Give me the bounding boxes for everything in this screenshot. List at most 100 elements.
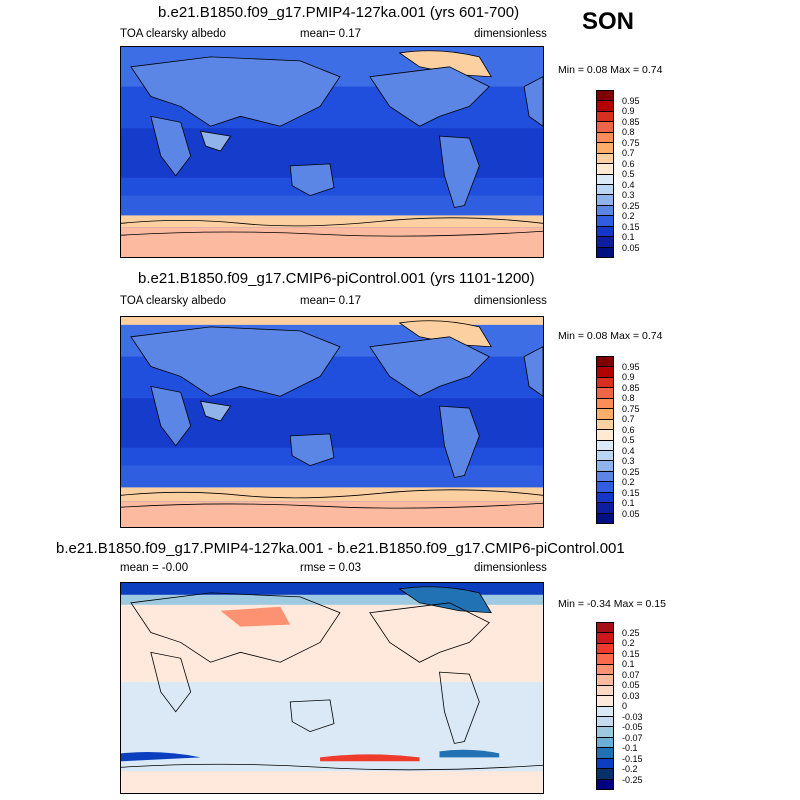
colorbar-swatch bbox=[597, 419, 613, 431]
colorbar-swatch bbox=[597, 409, 613, 420]
panel-3-rmse-label: rmse = 0.03 bbox=[300, 562, 362, 574]
colorbar-tick-label: 0.1 bbox=[622, 659, 635, 669]
colorbar-swatch bbox=[597, 643, 613, 655]
colorbar-swatch bbox=[597, 122, 613, 133]
colorbar-tick-label: 0.25 bbox=[622, 466, 640, 477]
colorbar-tick-label: -0.25 bbox=[622, 774, 643, 785]
colorbar-tick-label: -0.07 bbox=[622, 732, 643, 743]
panel-2-mean-label: mean= 0.17 bbox=[300, 295, 362, 307]
colorbar-swatch bbox=[597, 164, 613, 175]
colorbar-swatch bbox=[597, 174, 613, 185]
colorbar-tick-label: 0.05 bbox=[622, 680, 640, 690]
colorbar-swatch bbox=[597, 482, 613, 493]
panel-3-units-label: dimensionless bbox=[474, 562, 547, 574]
colorbar-tick-label: 0.4 bbox=[622, 179, 635, 190]
colorbar-swatch bbox=[597, 758, 613, 770]
colorbar-swatch bbox=[597, 664, 613, 676]
colorbar-swatch bbox=[597, 727, 613, 738]
colorbar-swatch bbox=[597, 461, 613, 472]
colorbar-swatch bbox=[597, 737, 613, 749]
colorbar-tick-label: 0.2 bbox=[622, 477, 635, 487]
colorbar-swatch bbox=[597, 195, 613, 206]
panel-2-units-label: dimensionless bbox=[474, 295, 547, 307]
panel-1-variable-label: TOA clearsky albedo bbox=[120, 28, 226, 40]
colorbar-tick-label: 0.3 bbox=[622, 456, 635, 466]
colorbar-tick-label: 0.8 bbox=[622, 393, 635, 403]
colorbar-tick-label: 0.05 bbox=[622, 508, 640, 519]
colorbar-swatch bbox=[597, 779, 613, 789]
colorbar-tick-label: -0.2 bbox=[622, 764, 638, 774]
colorbar-swatch bbox=[597, 226, 613, 238]
colorbar-tick-label: 0.85 bbox=[622, 382, 640, 393]
colorbar-tick-label: 0.7 bbox=[622, 148, 635, 158]
colorbar-swatch bbox=[597, 675, 613, 686]
colorbar-swatch bbox=[597, 440, 613, 451]
colorbar-tick-label: 0.15 bbox=[622, 487, 640, 498]
colorbar-tick-label: 0 bbox=[622, 701, 628, 711]
colorbar-swatch bbox=[597, 430, 613, 441]
panel-2-title: b.e21.B1850.f09_g17.CMIP6-piControl.001 … bbox=[138, 270, 535, 287]
colorbar-tick-label: 0.07 bbox=[622, 669, 640, 680]
panel-2-variable-label: TOA clearsky albedo bbox=[120, 295, 226, 307]
panel-1-map bbox=[120, 46, 544, 258]
panel-1-units-label: dimensionless bbox=[474, 28, 547, 40]
colorbar-tick-label: 0.5 bbox=[622, 169, 635, 179]
colorbar-swatch bbox=[597, 492, 613, 504]
colorbar-tick-label: 0.95 bbox=[622, 95, 640, 106]
panel-1-title: b.e21.B1850.f09_g17.PMIP4-127ka.001 (yrs… bbox=[158, 4, 520, 21]
colorbar-swatch bbox=[597, 513, 613, 523]
colorbar-swatch bbox=[597, 357, 613, 368]
panel-1-mean-label: mean= 0.17 bbox=[300, 28, 362, 40]
colorbar-tick-label: -0.03 bbox=[622, 711, 643, 722]
colorbar-swatch bbox=[597, 471, 613, 483]
colorbar-swatch bbox=[597, 205, 613, 217]
colorbar-tick-label: 0.6 bbox=[622, 158, 635, 169]
colorbar-tick-label: 0.1 bbox=[622, 232, 635, 242]
panel-1-minmax: Min = 0.08 Max = 0.74 bbox=[558, 64, 663, 76]
colorbar-tick-label: 0.1 bbox=[622, 498, 635, 508]
colorbar-swatch bbox=[597, 716, 613, 728]
panel-3-colorbar bbox=[596, 622, 614, 790]
colorbar-tick-label: 0.8 bbox=[622, 127, 635, 137]
panel-3-minmax: Min = -0.34 Max = 0.15 bbox=[558, 598, 666, 610]
colorbar-swatch bbox=[597, 450, 613, 462]
colorbar-tick-label: 0.95 bbox=[622, 361, 640, 372]
colorbar-swatch bbox=[597, 153, 613, 165]
colorbar-swatch bbox=[597, 503, 613, 514]
colorbar-swatch bbox=[597, 101, 613, 112]
colorbar-tick-label: 0.7 bbox=[622, 414, 635, 424]
colorbar-tick-label: 0.2 bbox=[622, 211, 635, 221]
colorbar-tick-label: 0.85 bbox=[622, 116, 640, 127]
colorbar-swatch bbox=[597, 654, 613, 665]
colorbar-tick-label: 0.6 bbox=[622, 424, 635, 435]
panel-2-map bbox=[120, 316, 544, 528]
colorbar-swatch bbox=[597, 143, 613, 154]
colorbar-swatch bbox=[597, 367, 613, 378]
panel-3-map bbox=[120, 582, 544, 794]
colorbar-swatch bbox=[597, 237, 613, 248]
colorbar-tick-label: 0.25 bbox=[622, 627, 640, 638]
season-label: SON bbox=[582, 8, 635, 35]
panel-2-minmax: Min = 0.08 Max = 0.74 bbox=[558, 330, 663, 342]
colorbar-tick-label: 0.75 bbox=[622, 403, 640, 414]
panel-3-title: b.e21.B1850.f09_g17.PMIP4-127ka.001 - b.… bbox=[56, 540, 625, 557]
colorbar-swatch bbox=[597, 132, 613, 144]
colorbar-swatch bbox=[597, 377, 613, 389]
colorbar-swatch bbox=[597, 216, 613, 227]
colorbar-tick-label: -0.05 bbox=[622, 722, 643, 732]
colorbar-swatch bbox=[597, 398, 613, 410]
colorbar-tick-label: 0.9 bbox=[622, 372, 635, 382]
panel-2-colorbar bbox=[596, 356, 614, 524]
colorbar-tick-label: 0.3 bbox=[622, 190, 635, 200]
colorbar-swatch bbox=[597, 184, 613, 196]
colorbar-tick-label: 0.15 bbox=[622, 648, 640, 659]
colorbar-swatch bbox=[597, 388, 613, 399]
colorbar-swatch bbox=[597, 769, 613, 780]
colorbar-swatch bbox=[597, 91, 613, 102]
colorbar-tick-label: 0.03 bbox=[622, 690, 640, 701]
colorbar-swatch bbox=[597, 696, 613, 707]
colorbar-tick-label: -0.1 bbox=[622, 743, 638, 753]
panel-3-mean-label: mean = -0.00 bbox=[120, 562, 189, 574]
colorbar-tick-label: 0.2 bbox=[622, 638, 635, 648]
colorbar-tick-label: 0.5 bbox=[622, 435, 635, 445]
